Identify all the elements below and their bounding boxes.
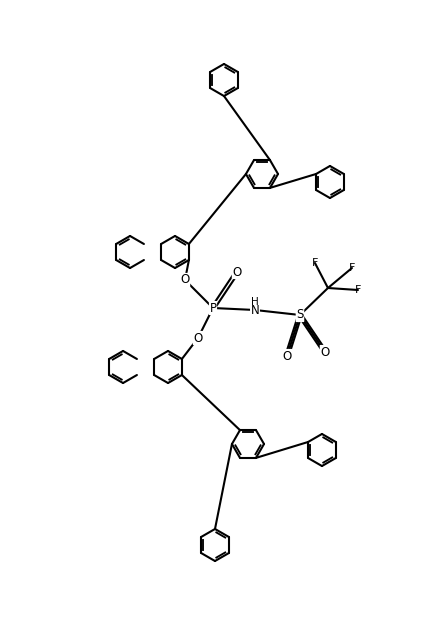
Text: O: O bbox=[180, 274, 189, 287]
Text: F: F bbox=[349, 263, 355, 273]
Text: H: H bbox=[251, 297, 259, 307]
Text: F: F bbox=[312, 258, 318, 268]
Text: S: S bbox=[296, 308, 304, 321]
Text: O: O bbox=[233, 266, 242, 279]
Text: O: O bbox=[320, 345, 330, 358]
Text: N: N bbox=[251, 303, 260, 316]
Text: O: O bbox=[282, 350, 292, 363]
Text: O: O bbox=[193, 331, 203, 344]
Text: F: F bbox=[355, 285, 361, 295]
Text: P: P bbox=[209, 302, 216, 315]
